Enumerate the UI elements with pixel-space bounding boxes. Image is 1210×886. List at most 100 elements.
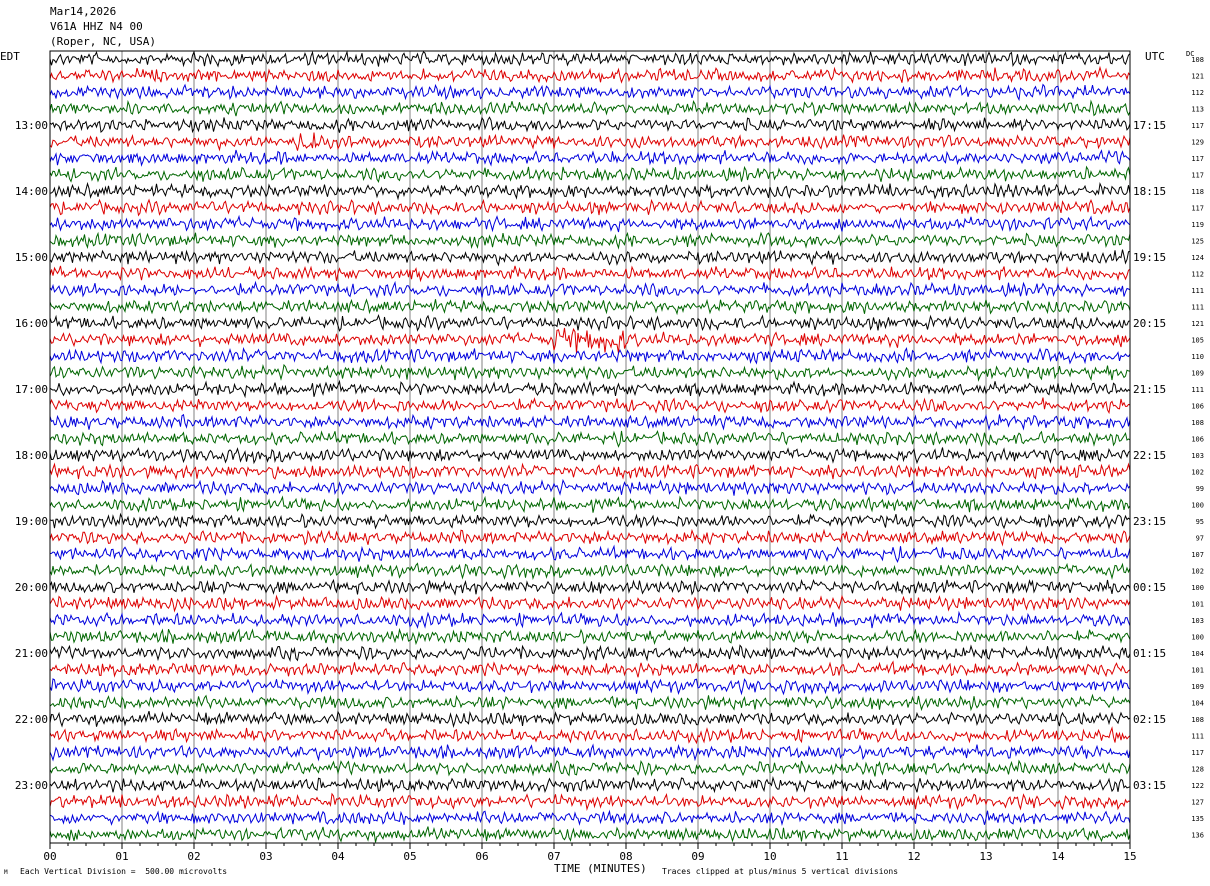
x-tick-label: 14	[1051, 850, 1065, 863]
x-tick-label: 12	[907, 850, 920, 863]
dc-offset-label: 95	[1196, 518, 1204, 526]
seismic-trace	[49, 165, 1131, 183]
dc-offset-label: 117	[1191, 172, 1204, 180]
seismic-trace	[49, 826, 1131, 843]
seismic-trace	[49, 132, 1131, 152]
seismic-trace	[49, 149, 1131, 167]
time-label-edt: 14:00	[15, 185, 48, 198]
dc-offset-label: 105	[1191, 337, 1204, 345]
seismic-trace	[49, 314, 1131, 332]
dc-offset-label: 124	[1191, 254, 1204, 262]
dc-offset-label: 111	[1191, 304, 1204, 312]
seismic-trace	[49, 231, 1131, 250]
time-label-utc: 18:15	[1133, 185, 1166, 198]
dc-offset-label: 102	[1191, 469, 1204, 477]
seismic-trace	[49, 594, 1131, 613]
seismic-trace	[49, 198, 1131, 217]
time-label-edt: 20:00	[15, 581, 48, 594]
dc-offset-label: 106	[1191, 403, 1204, 411]
dc-offset-label: 117	[1191, 122, 1204, 130]
seismic-trace	[49, 447, 1131, 465]
dc-offset-label: 112	[1191, 89, 1204, 97]
time-label-edt: 16:00	[15, 317, 48, 330]
plot-frame	[49, 50, 1131, 844]
seismic-trace	[49, 327, 1131, 354]
dc-offset-label: 101	[1191, 667, 1204, 675]
seismic-trace	[49, 726, 1131, 745]
seismic-trace	[49, 528, 1131, 547]
clip-note: Traces clipped at plus/minus 5 vertical …	[662, 867, 899, 876]
time-label-utc: 02:15	[1133, 713, 1166, 726]
x-tick-label: 13	[979, 850, 992, 863]
dc-header-label: DC	[1186, 50, 1194, 58]
time-label-utc: 21:15	[1133, 383, 1166, 396]
dc-offset-label: 109	[1191, 683, 1204, 691]
seismic-trace	[49, 478, 1131, 496]
x-tick-label: 07	[547, 850, 560, 863]
dc-offset-label: 118	[1191, 188, 1204, 196]
seismic-trace	[49, 462, 1131, 481]
x-tick-label: 02	[187, 850, 200, 863]
dc-offset-label: 122	[1191, 782, 1204, 790]
dc-offset-label: 101	[1191, 601, 1204, 609]
x-tick-label: 15	[1123, 850, 1136, 863]
header-station: V61A HHZ N4 00	[50, 20, 143, 33]
time-label-edt: 22:00	[15, 713, 48, 726]
dc-offset-label: 113	[1191, 106, 1204, 114]
seismic-trace	[49, 759, 1131, 777]
x-tick-label: 04	[331, 850, 345, 863]
seismic-trace	[49, 775, 1131, 794]
dc-offset-label: 108	[1191, 56, 1204, 64]
dc-offset-label: 103	[1191, 617, 1204, 625]
time-label-utc: 19:15	[1133, 251, 1166, 264]
seismic-trace	[49, 743, 1131, 762]
seismic-trace	[49, 512, 1131, 530]
dc-offset-label: 125	[1191, 238, 1204, 246]
dc-offset-label: 100	[1191, 502, 1204, 510]
time-label-utc: 00:15	[1133, 581, 1166, 594]
seismic-trace	[49, 578, 1131, 596]
header-location: (Roper, NC, USA)	[50, 35, 156, 48]
seismic-trace	[49, 413, 1131, 431]
seismic-trace	[49, 693, 1131, 712]
dc-offset-label: 135	[1191, 815, 1204, 823]
dc-offset-label: 112	[1191, 271, 1204, 279]
dc-offset-label: 110	[1191, 353, 1204, 361]
time-label-edt: 18:00	[15, 449, 48, 462]
seismic-trace	[49, 50, 1131, 68]
time-label-utc: 22:15	[1133, 449, 1166, 462]
seismic-trace	[49, 65, 1131, 84]
seismic-trace	[49, 379, 1131, 399]
seismic-trace	[49, 792, 1131, 811]
dc-offset-label: 111	[1191, 733, 1204, 741]
x-tick-label: 05	[403, 850, 416, 863]
time-label-edt: 17:00	[15, 383, 48, 396]
seismic-trace	[49, 265, 1131, 283]
seismic-trace	[49, 346, 1131, 365]
dc-offset-label: 107	[1191, 551, 1204, 559]
time-label-utc: 03:15	[1133, 779, 1166, 792]
corner-mark: M	[4, 869, 8, 876]
x-tick-label: 03	[259, 850, 272, 863]
dc-offset-label: 97	[1196, 535, 1204, 543]
x-tick-label: 11	[835, 850, 848, 863]
seismic-trace	[49, 627, 1131, 646]
scale-note: Each Vertical Division = 500.00 microvol…	[20, 867, 228, 876]
seismic-trace	[49, 562, 1131, 580]
dc-offset-label: 117	[1191, 155, 1204, 163]
dc-offset-label: 129	[1191, 139, 1204, 147]
seismic-trace	[49, 809, 1131, 826]
left-zone-label: EDT	[0, 50, 20, 63]
x-tick-label: 00	[43, 850, 56, 863]
dc-offset-label: 103	[1191, 452, 1204, 460]
time-label-utc: 20:15	[1133, 317, 1166, 330]
x-tick-label: 10	[763, 850, 776, 863]
right-zone-label: UTC	[1145, 50, 1165, 63]
time-label-edt: 23:00	[15, 779, 48, 792]
seismic-trace	[49, 83, 1131, 102]
x-tick-label: 08	[619, 850, 632, 863]
dc-offset-label: 119	[1191, 221, 1204, 229]
time-label-edt: 15:00	[15, 251, 48, 264]
seismic-trace	[49, 363, 1131, 382]
seismic-trace	[49, 298, 1131, 316]
